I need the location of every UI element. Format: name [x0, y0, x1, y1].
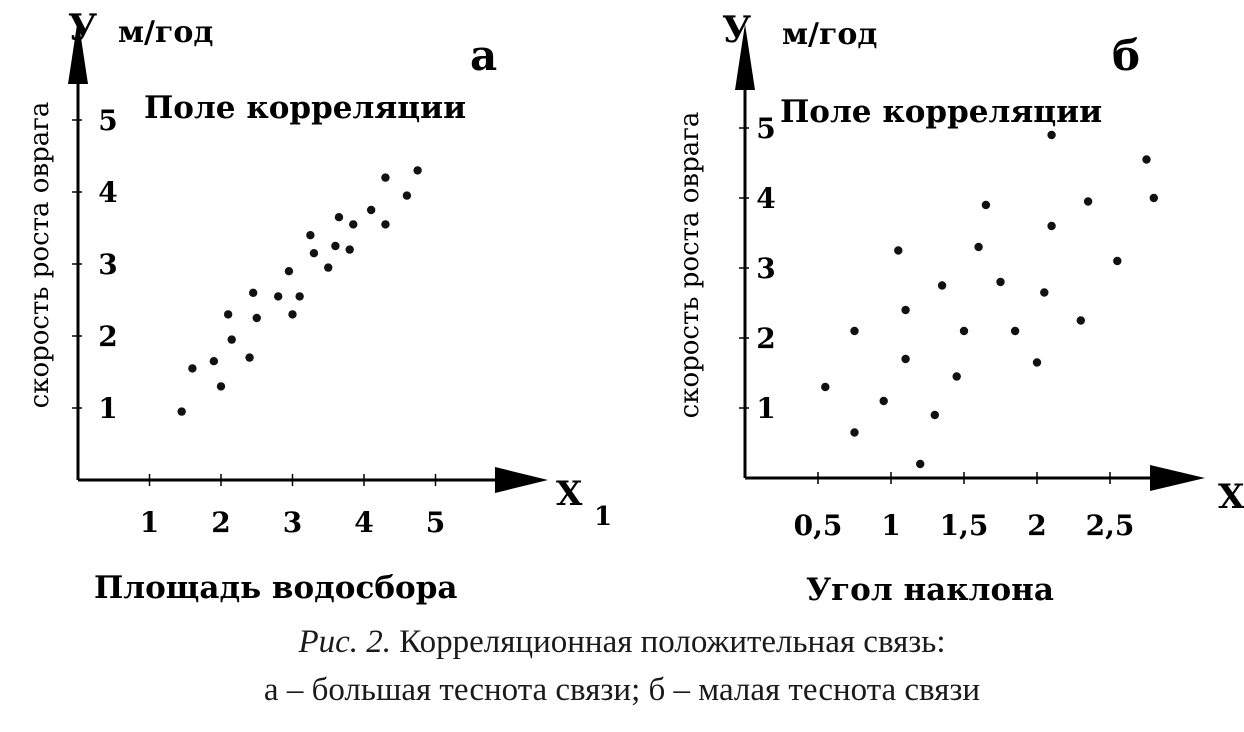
panel-2-y-tick-label: 4 [756, 182, 775, 215]
figure-caption-title: Корреляционная положительная связь: [391, 624, 946, 660]
panel-1-y-tick-label: 1 [98, 392, 117, 425]
panel-1-data-point [306, 231, 315, 240]
panel-1-panel-letter: а [470, 31, 497, 80]
panel-2-data-point [959, 326, 969, 336]
panel-1-data-point [309, 249, 319, 258]
panel-1-data-point [381, 220, 390, 229]
panel-1-data-point [245, 353, 254, 362]
panel-2-data-point [1113, 256, 1122, 266]
figure-caption-line-1: Рис. 2. Корреляционная положительная свя… [0, 624, 1244, 661]
panel-1-data-point [223, 310, 233, 319]
panel-2-data-point [894, 246, 903, 255]
panel-2-chart-title: Поле корреляции [780, 94, 1102, 130]
panel-2-data-point [901, 354, 910, 364]
panel-1-x-axis-symbol: X [556, 474, 583, 514]
panel-2-x-tick-label: 2,5 [1086, 509, 1135, 542]
panel-2-data-point [996, 277, 1005, 287]
panel-2-y-tick-label: 1 [756, 392, 775, 425]
panel-2-y-tick-label: 5 [756, 112, 775, 145]
panel-2-panel-letter: б [1112, 31, 1140, 80]
panel-2-x-tick-label: 0,5 [794, 509, 843, 542]
panel-2-data-point [1047, 130, 1056, 140]
panel-2-data-point [1040, 288, 1049, 297]
panel-1-x-tick-label: 5 [426, 506, 445, 539]
panel-2-data-point [952, 372, 961, 381]
panel-2-y-tick-label: 2 [756, 322, 775, 355]
figure-label: Рис. 2. [298, 624, 392, 660]
panel-1-data-point [349, 220, 358, 229]
panel-2-x-tick-label: 1,5 [940, 509, 989, 542]
panel-2-data-point [850, 326, 859, 336]
panel-2-x-axis-arrow [1150, 465, 1205, 491]
panel-2-data-point [1142, 155, 1151, 164]
panel-2-y-axis-arrow [735, 24, 755, 90]
panel-1-data-point [402, 191, 412, 200]
panel-1-data-point [334, 213, 344, 222]
panel-1-y-tick-label: 3 [98, 248, 117, 281]
panel-2-data-point [1032, 358, 1042, 367]
panel-1-data-point [345, 245, 354, 254]
panel-1-data-point [216, 382, 226, 391]
panel-2-x-tick-label: 2 [1027, 509, 1046, 542]
panel-1-data-point [295, 292, 304, 301]
panel-1-data-point [288, 310, 297, 319]
panel-1-data-point [274, 292, 283, 301]
panel-1-chart-title: Поле корреляции [144, 90, 466, 126]
panel-1-x-tick-label: 3 [283, 506, 302, 539]
panel-1-data-point [413, 166, 422, 175]
panel-2-y-axis-label: скорость роста оврага [675, 112, 705, 419]
panel-1-x-tick-label: 1 [140, 506, 159, 539]
panel-1-y-axis-symbol: У [68, 7, 97, 49]
panel-2-y-unit-label: м/год [782, 17, 877, 52]
panel-2-x-axis-label: Угол наклона [806, 572, 1054, 608]
panel-2-data-point [981, 200, 991, 210]
panel-2-data-point [1083, 197, 1093, 206]
panel-2-data-point [850, 428, 859, 437]
panel-2-data-point [1149, 193, 1159, 203]
panel-2-data-point [937, 281, 947, 290]
panel-1-y-tick-label: 4 [98, 176, 117, 209]
panel-2-data-point [930, 410, 939, 420]
panel-1-x-axis-subscript: 1 [594, 502, 612, 532]
panel-2-y-axis-symbol: У [722, 9, 751, 51]
panel-2-data-point [1010, 326, 1020, 336]
figure-caption-line-2: а – большая теснота связи; б – малая тес… [263, 672, 981, 708]
panel-1-data-point [177, 407, 186, 416]
panel-1-data-point [366, 205, 376, 215]
panel-2-data-point [901, 305, 910, 315]
panel-1-y-unit-label: м/год [118, 15, 213, 50]
panel-1-data-point [227, 335, 236, 344]
panel-1-y-tick-label: 5 [98, 104, 117, 137]
panel-1-data-point [284, 267, 294, 276]
panel-2-y-tick-label: 3 [756, 252, 775, 285]
panel-1-data-point [188, 364, 197, 373]
panel-1-data-point [248, 288, 258, 297]
panel-2-data-point [1047, 221, 1056, 231]
panel-1-x-axis-arrow [495, 467, 548, 493]
panel-2-data-point [1076, 316, 1086, 325]
panel-1-data-point [381, 173, 390, 182]
panel-2-data-point [916, 459, 925, 469]
panel-1-y-axis-label: скорость роста оврага [25, 102, 55, 409]
panel-1-x-tick-label: 2 [211, 506, 230, 539]
panel-1-y-axis-arrow [68, 18, 88, 84]
panel-1-data-point [252, 313, 261, 323]
panel-2-x-axis-symbol: X [1218, 477, 1244, 517]
panel-1-data-point [331, 241, 340, 251]
panel-2-data-point [821, 382, 830, 392]
panel-1-data-point [324, 263, 333, 272]
panel-2-data-point [974, 242, 983, 252]
panel-1-x-axis-label: Площадь водосбора [94, 570, 457, 606]
panel-2-x-tick-label: 1 [881, 509, 900, 542]
panel-2-data-point [879, 396, 888, 406]
panel-1-data-point [209, 357, 219, 366]
panel-1-x-tick-label: 4 [354, 506, 373, 539]
panel-1-y-tick-label: 2 [98, 320, 117, 353]
